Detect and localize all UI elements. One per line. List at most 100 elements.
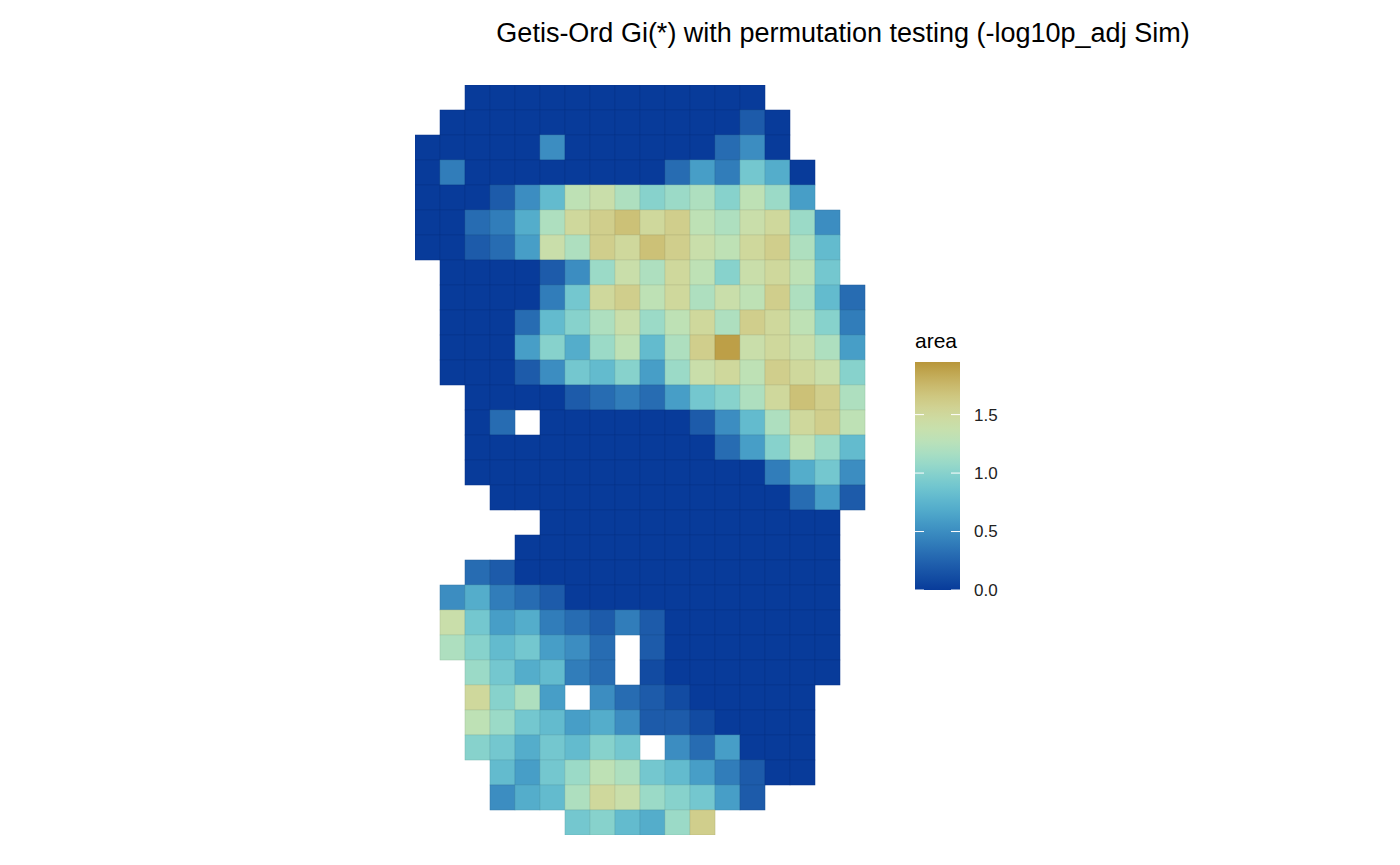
cell	[540, 735, 565, 760]
cell	[615, 460, 640, 485]
cell	[640, 135, 665, 160]
cell	[665, 435, 690, 460]
cell	[790, 285, 815, 310]
cell	[490, 110, 515, 135]
cell	[740, 735, 765, 760]
cell	[540, 710, 565, 735]
cell	[715, 710, 740, 735]
cell	[590, 235, 615, 260]
cell	[640, 335, 665, 360]
cell	[840, 435, 865, 460]
cell	[715, 535, 740, 560]
cell	[790, 535, 815, 560]
cell	[815, 510, 840, 535]
cell	[740, 510, 765, 535]
cell	[715, 385, 740, 410]
cell	[515, 335, 540, 360]
cell	[615, 85, 640, 110]
cell	[590, 510, 615, 535]
cell	[615, 785, 640, 810]
cell	[815, 660, 840, 685]
cell	[790, 410, 815, 435]
cell	[790, 510, 815, 535]
cell	[490, 760, 515, 785]
cell	[565, 285, 590, 310]
cell	[465, 560, 490, 585]
cell	[515, 560, 540, 585]
cell	[490, 260, 515, 285]
cell	[765, 660, 790, 685]
cell	[540, 285, 565, 310]
cell	[715, 610, 740, 635]
cell	[740, 260, 765, 285]
cell	[740, 135, 765, 160]
cell	[540, 310, 565, 335]
cell	[490, 635, 515, 660]
cell	[490, 735, 515, 760]
cell	[565, 435, 590, 460]
cell	[440, 610, 465, 635]
cell	[490, 410, 515, 435]
cell	[465, 585, 490, 610]
cell	[540, 210, 565, 235]
cell	[490, 185, 515, 210]
cell	[740, 285, 765, 310]
cell	[640, 460, 665, 485]
cell	[690, 810, 715, 835]
cell	[690, 485, 715, 510]
cell	[640, 285, 665, 310]
cell	[690, 110, 715, 135]
cell	[690, 410, 715, 435]
cell	[615, 810, 640, 835]
cell	[790, 560, 815, 585]
cell	[465, 85, 490, 110]
cell	[590, 685, 615, 710]
cell	[565, 460, 590, 485]
cell	[790, 235, 815, 260]
cell	[590, 185, 615, 210]
cell	[590, 85, 615, 110]
cell	[640, 535, 665, 560]
cell	[465, 110, 490, 135]
cell	[740, 210, 765, 235]
cell	[765, 460, 790, 485]
cell	[715, 85, 740, 110]
cell	[540, 385, 565, 410]
cell	[465, 185, 490, 210]
cell	[515, 485, 540, 510]
cell	[640, 785, 665, 810]
cell	[690, 660, 715, 685]
cell	[615, 485, 640, 510]
cell	[640, 360, 665, 385]
cell	[665, 735, 690, 760]
cell	[465, 360, 490, 385]
cell	[790, 685, 815, 710]
cell	[790, 485, 815, 510]
cell	[815, 310, 840, 335]
cell	[540, 785, 565, 810]
cell	[665, 560, 690, 585]
cell	[715, 435, 740, 460]
cell	[765, 510, 790, 535]
cell	[540, 410, 565, 435]
cell	[565, 510, 590, 535]
colorbar-title: area	[915, 329, 957, 352]
cell	[690, 760, 715, 785]
cell	[765, 135, 790, 160]
cell	[440, 335, 465, 360]
cell	[565, 210, 590, 235]
cell	[740, 785, 765, 810]
cell	[590, 460, 615, 485]
cell	[490, 285, 515, 310]
cell	[515, 735, 540, 760]
cell	[765, 485, 790, 510]
cell	[565, 710, 590, 735]
cell	[690, 385, 715, 410]
cell	[765, 235, 790, 260]
cell	[690, 235, 715, 260]
cell	[515, 385, 540, 410]
cell	[465, 735, 490, 760]
colorbar-axis-line	[960, 363, 961, 591]
cell	[740, 535, 765, 560]
cell	[715, 735, 740, 760]
